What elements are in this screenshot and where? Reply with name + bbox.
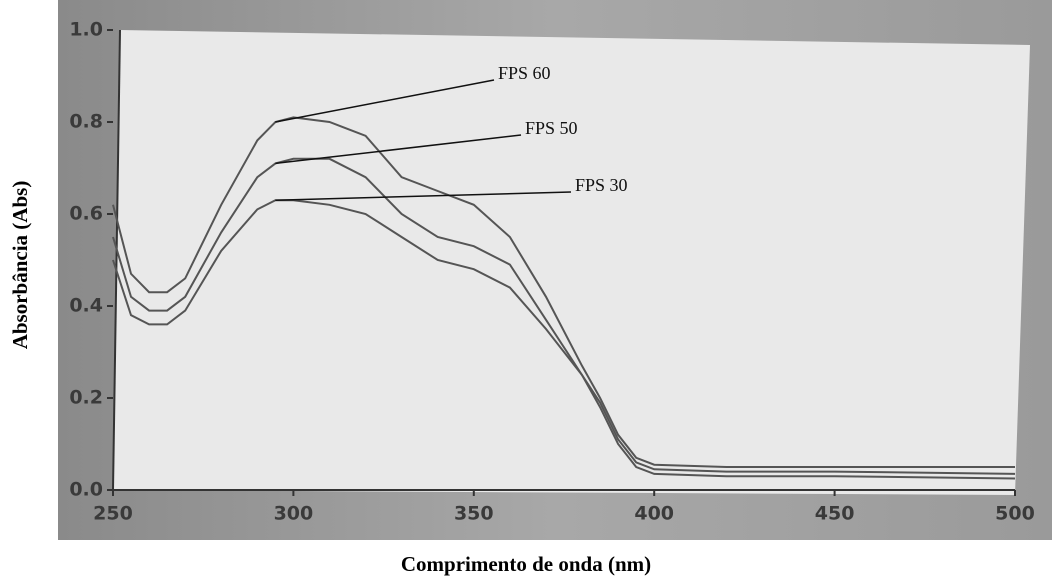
- y-tick-label: 0.2: [69, 387, 103, 409]
- x-tick-label: 450: [815, 503, 855, 525]
- series-label: FPS 50: [525, 118, 578, 138]
- y-axis-title: Absorbância (Abs): [8, 181, 32, 350]
- x-tick-label: 400: [634, 503, 674, 525]
- y-tick-label: 0.6: [69, 203, 103, 225]
- y-tick-label: 0.8: [69, 111, 103, 133]
- x-tick-label: 300: [274, 503, 314, 525]
- y-tick-label: 0.4: [69, 295, 103, 317]
- x-tick-label: 350: [454, 503, 494, 525]
- series-label: FPS 30: [575, 175, 628, 195]
- x-axis-title: Comprimento de onda (nm): [401, 552, 651, 576]
- plot-area: [113, 30, 1030, 495]
- chart: Comprimento de onda (nm) Absorbância (Ab…: [0, 0, 1052, 580]
- y-tick-label: 0.0: [69, 479, 103, 501]
- x-tick-label: 500: [995, 503, 1035, 525]
- y-tick-label: 1.0: [69, 19, 103, 41]
- series-label: FPS 60: [498, 63, 551, 83]
- x-tick-label: 250: [93, 503, 133, 525]
